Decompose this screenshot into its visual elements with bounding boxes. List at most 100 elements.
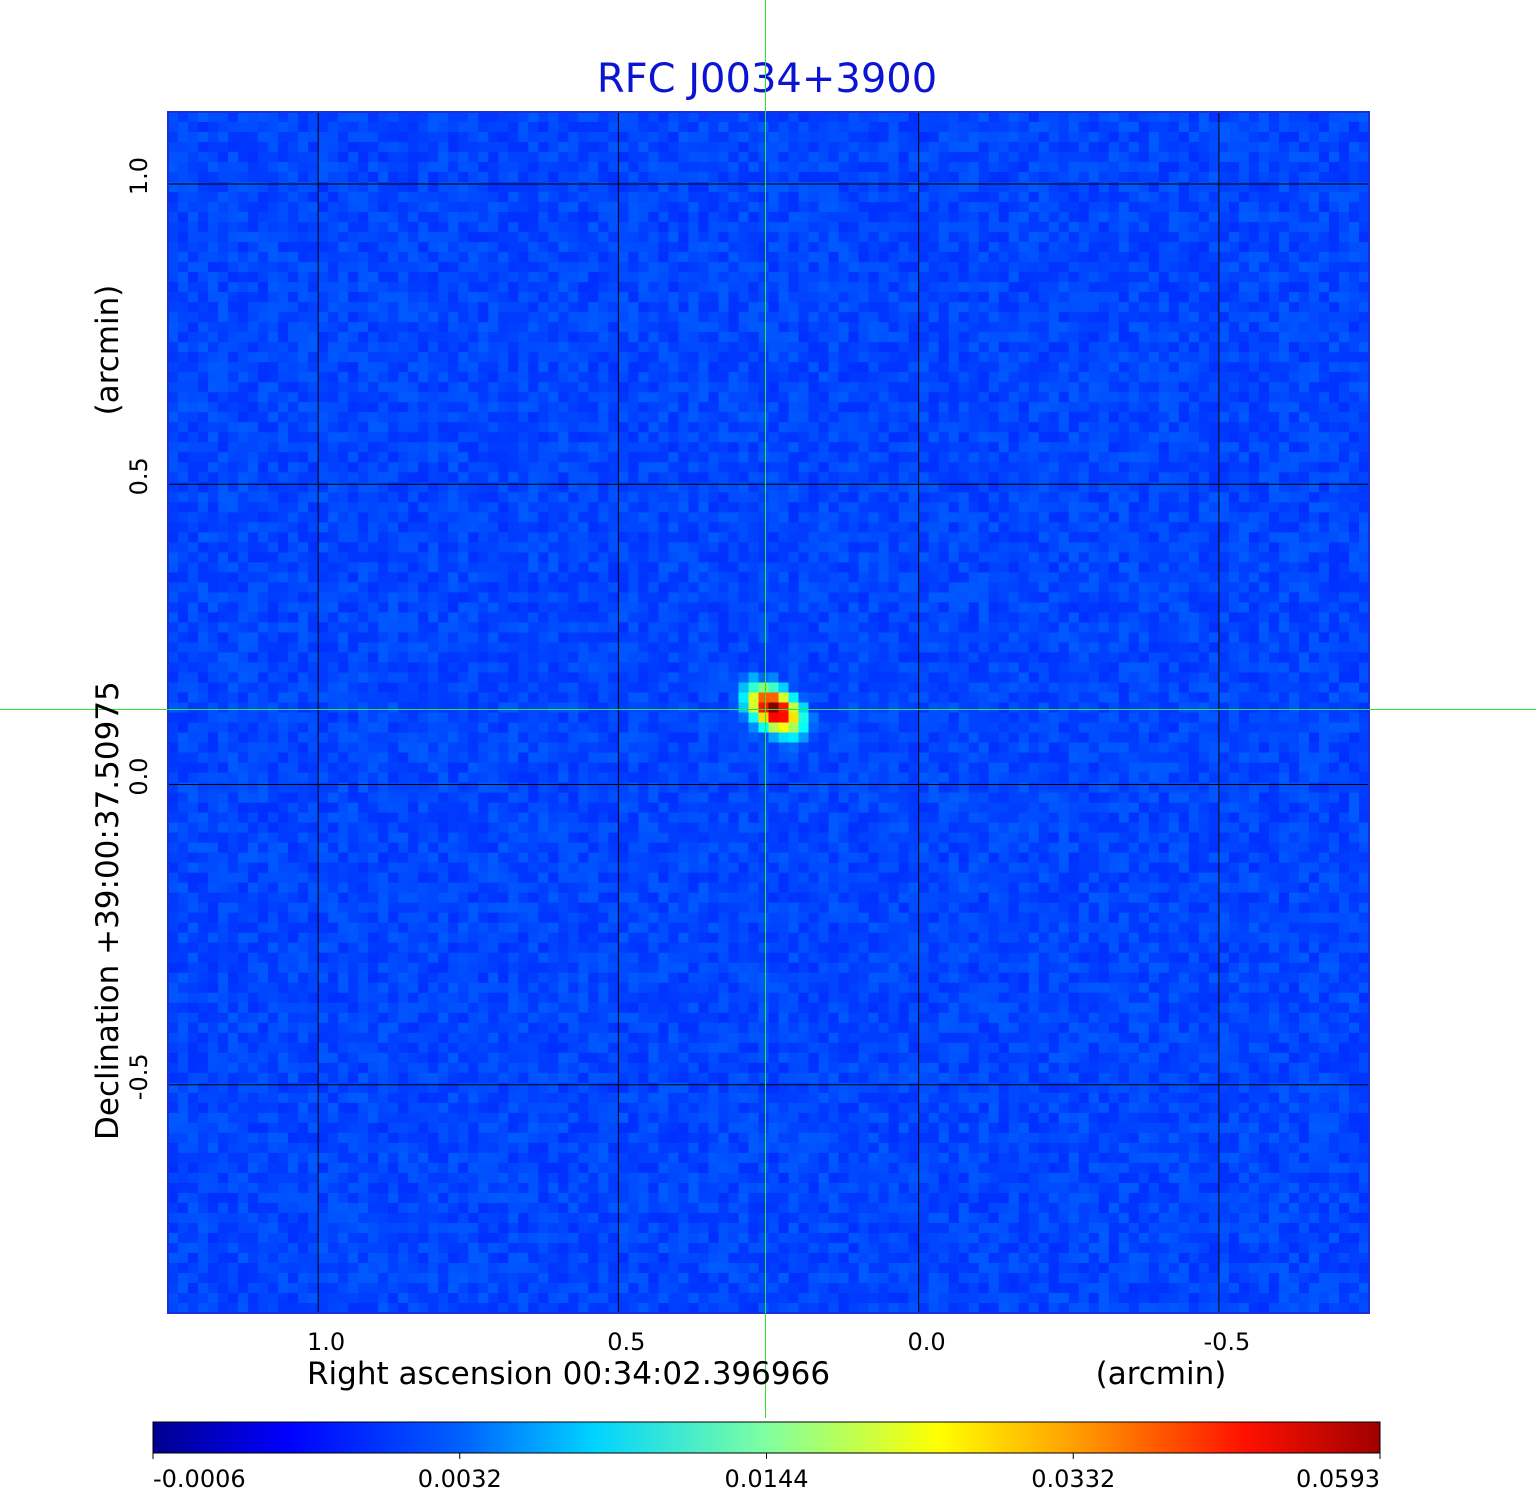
heatmap-cell [908, 332, 920, 343]
heatmap-cell [878, 352, 890, 363]
heatmap-cell [1188, 182, 1200, 193]
heatmap-cell [1128, 212, 1140, 223]
heatmap-cell [928, 202, 940, 213]
heatmap-cell [518, 462, 529, 473]
heatmap-cell [1018, 262, 1030, 273]
heatmap-cell [268, 522, 279, 533]
heatmap-cell [918, 412, 930, 423]
heatmap-cell [788, 152, 800, 163]
heatmap-cell [368, 382, 379, 393]
heatmap-cell [438, 502, 449, 513]
heatmap-cell [628, 382, 639, 393]
heatmap-cell [658, 322, 670, 333]
heatmap-cell [638, 202, 649, 213]
heatmap-cell [1338, 362, 1350, 373]
heatmap-cell [918, 432, 930, 443]
heatmap-cell [188, 412, 199, 423]
heatmap-cell [1058, 182, 1070, 193]
heatmap-cell [188, 182, 199, 193]
heatmap-cell [1208, 262, 1220, 273]
heatmap-cell [328, 392, 339, 403]
heatmap-cell [1178, 112, 1190, 123]
heatmap-cell [368, 512, 379, 523]
heatmap-cell [868, 512, 880, 523]
heatmap-cell [688, 522, 700, 533]
heatmap-cell [428, 272, 439, 283]
heatmap-cell [1128, 392, 1140, 403]
heatmap-cell [1138, 222, 1150, 233]
heatmap-cell [188, 392, 199, 403]
heatmap-cell [808, 112, 820, 123]
heatmap-cell [558, 252, 569, 263]
heatmap-cell [1188, 482, 1200, 493]
heatmap-cell [488, 432, 499, 443]
heatmap-cell [868, 452, 880, 463]
heatmap-cell [308, 252, 319, 263]
heatmap-cell [1128, 122, 1140, 133]
heatmap-cell [758, 482, 770, 493]
heatmap-cell [918, 372, 930, 383]
heatmap-cell [378, 432, 389, 443]
heatmap-cell [568, 302, 579, 313]
heatmap-cell [188, 352, 199, 363]
heatmap-cell [818, 112, 830, 123]
heatmap-cell [168, 302, 179, 313]
heatmap-cell [1238, 412, 1250, 423]
heatmap-cell [318, 192, 329, 203]
heatmap-cell [958, 242, 970, 253]
heatmap-cell [998, 332, 1010, 343]
heatmap-cell [718, 312, 730, 323]
heatmap-cell [218, 382, 229, 393]
heatmap-cell [968, 422, 980, 433]
heatmap-cell [848, 462, 860, 473]
heatmap-cell [638, 302, 649, 313]
heatmap-cell [868, 292, 880, 303]
heatmap-cell [498, 472, 509, 483]
heatmap-cell [418, 272, 429, 283]
heatmap-cell [1208, 352, 1220, 363]
heatmap-cell [658, 232, 670, 243]
heatmap-cell [448, 462, 459, 473]
heatmap-cell [988, 112, 1000, 123]
heatmap-cell [568, 382, 579, 393]
heatmap-cell [408, 242, 419, 253]
heatmap-cell [1338, 282, 1350, 293]
heatmap-cell [1358, 312, 1370, 323]
heatmap-cell [628, 302, 639, 313]
heatmap-cell [1018, 352, 1030, 363]
heatmap-cell [258, 162, 269, 173]
heatmap-cell [728, 132, 740, 143]
heatmap-cell [548, 492, 559, 503]
heatmap-cell [768, 182, 780, 193]
heatmap-cell [898, 302, 910, 313]
heatmap-cell [1178, 152, 1190, 163]
heatmap-cell [858, 512, 870, 523]
heatmap-cell [738, 302, 750, 313]
heatmap-cell [228, 192, 239, 203]
heatmap-cell [1028, 482, 1040, 493]
heatmap-cell [1298, 452, 1310, 463]
heatmap-cell [468, 372, 479, 383]
heatmap-cell [648, 472, 660, 483]
heatmap-cell [328, 512, 339, 523]
heatmap-cell [208, 392, 219, 403]
heatmap-cell [1088, 212, 1100, 223]
heatmap-cell [278, 182, 289, 193]
heatmap-cell [348, 482, 359, 493]
heatmap-cell [1228, 172, 1240, 183]
heatmap-cell [308, 392, 319, 403]
heatmap-cell [188, 472, 199, 483]
heatmap-cell [738, 312, 750, 323]
heatmap-cell [808, 462, 820, 473]
heatmap-cell [218, 152, 229, 163]
heatmap-cell [848, 432, 860, 443]
heatmap-cell [968, 352, 980, 363]
heatmap-cell [1008, 462, 1020, 473]
heatmap-cell [1188, 272, 1200, 283]
heatmap-cell [948, 152, 960, 163]
heatmap-cell [1248, 492, 1260, 503]
heatmap-cell [1108, 292, 1120, 303]
heatmap-cell [808, 312, 820, 323]
heatmap-cell [468, 512, 479, 523]
heatmap-cell [828, 142, 840, 153]
